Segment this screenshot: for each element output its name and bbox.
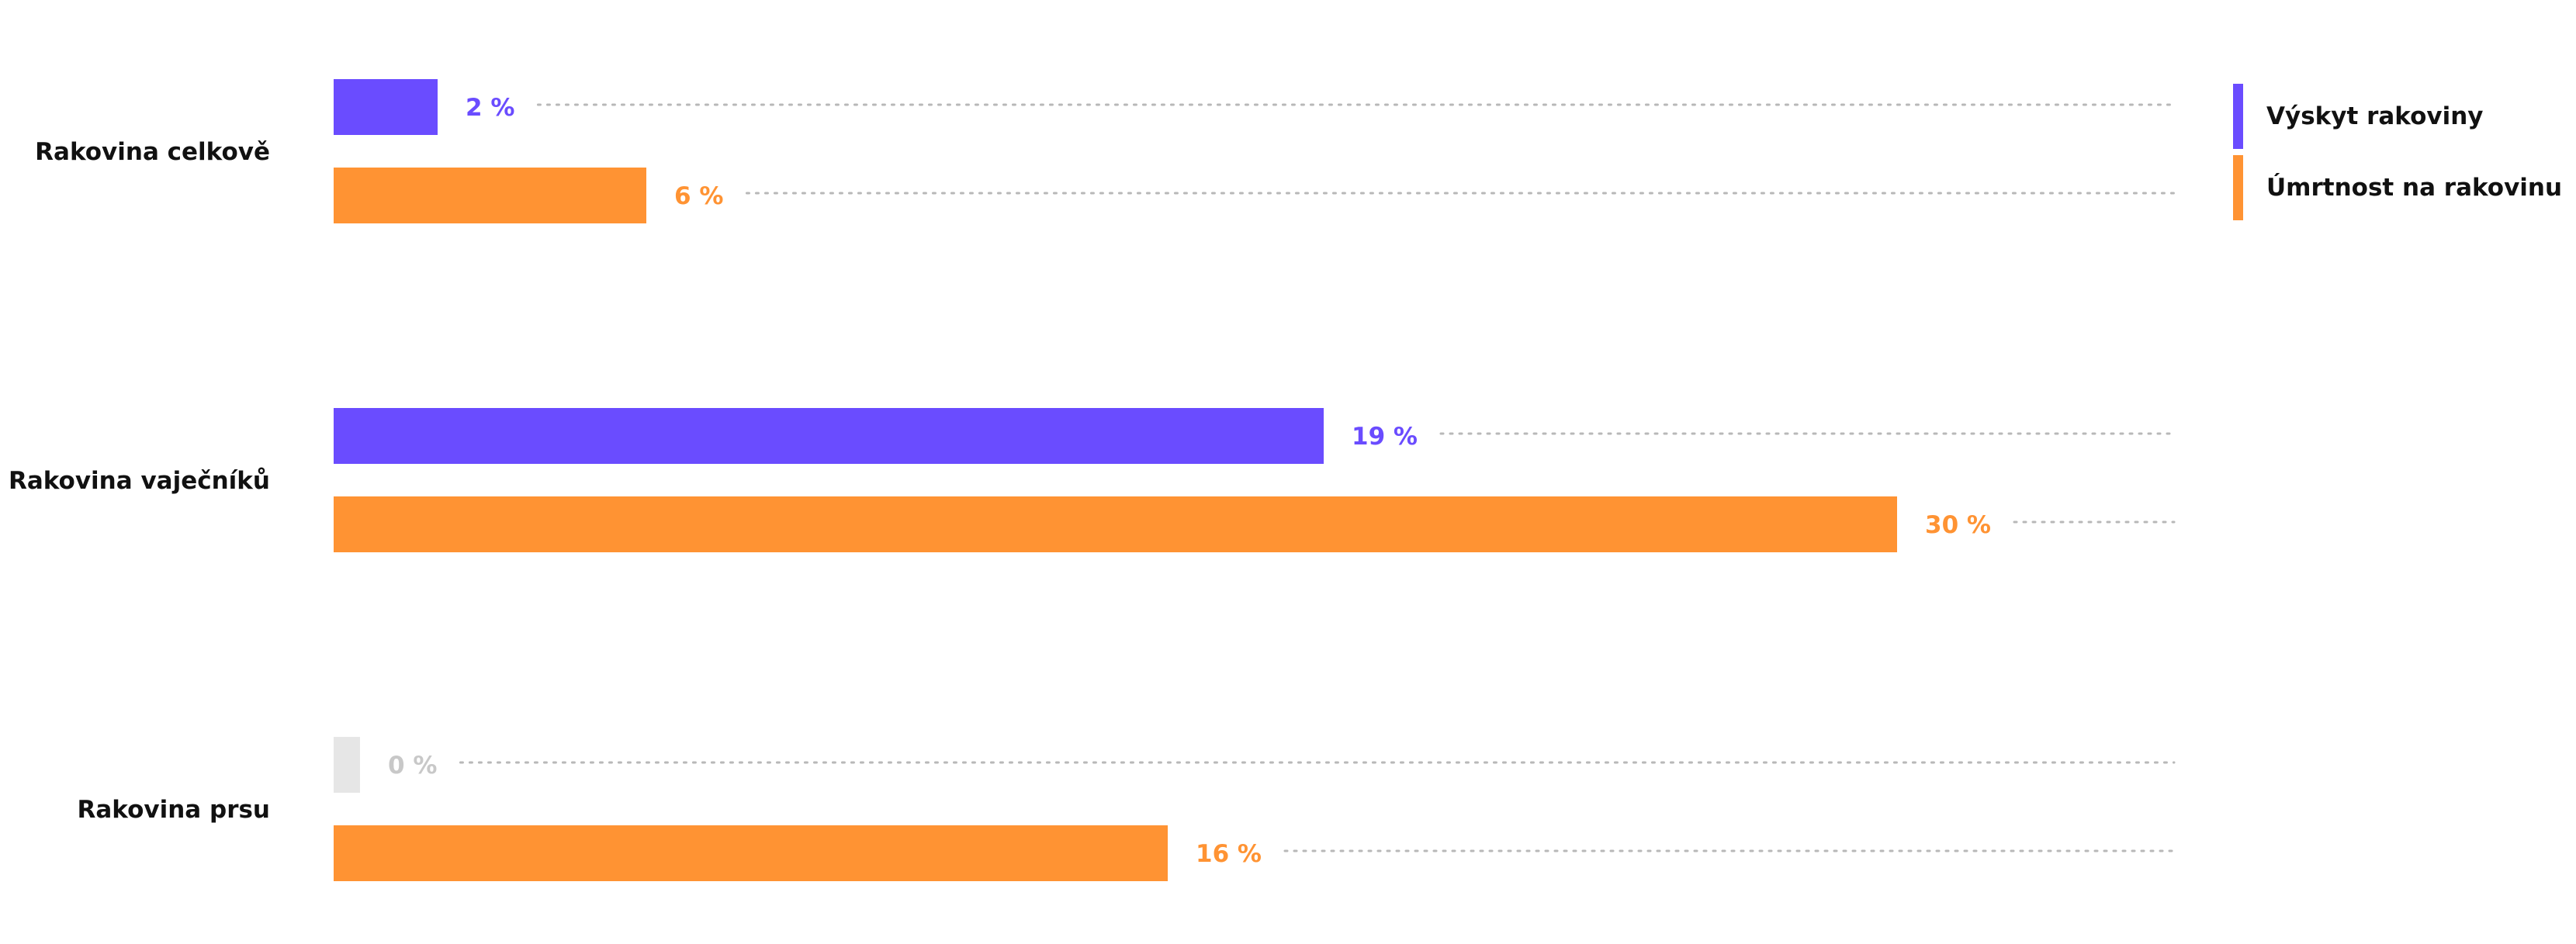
legend-swatch-mortality (2233, 155, 2243, 220)
value-label-mortality: 30 % (1925, 511, 1991, 539)
bar-incidence (334, 408, 1324, 464)
bar-incidence (334, 79, 438, 135)
value-label-mortality: 6 % (674, 182, 723, 210)
legend-item-mortality: Úmrtnost na rakovinu (2233, 155, 2562, 220)
legend-swatch-incidence (2233, 84, 2243, 149)
category-label: Rakovina prsu (78, 796, 270, 824)
value-label-mortality: 16 % (1196, 840, 1262, 868)
bar-mortality (334, 168, 646, 223)
value-label-incidence: 2 % (466, 94, 514, 122)
bar-mortality (334, 825, 1168, 881)
bar-incidence (334, 737, 360, 793)
category-label: Rakovina celkově (35, 138, 270, 166)
legend-label-mortality: Úmrtnost na rakovinu (2266, 174, 2563, 202)
bar-mortality (334, 496, 1897, 552)
value-label-incidence: 0 % (388, 752, 437, 780)
legend-label-incidence: Výskyt rakoviny (2266, 102, 2484, 130)
legend: Výskyt rakoviny Úmrtnost na rakovinu (2233, 84, 2562, 226)
value-label-incidence: 19 % (1352, 423, 1418, 451)
legend-item-incidence: Výskyt rakoviny (2233, 84, 2562, 149)
category-label: Rakovina vaječníků (9, 467, 270, 495)
